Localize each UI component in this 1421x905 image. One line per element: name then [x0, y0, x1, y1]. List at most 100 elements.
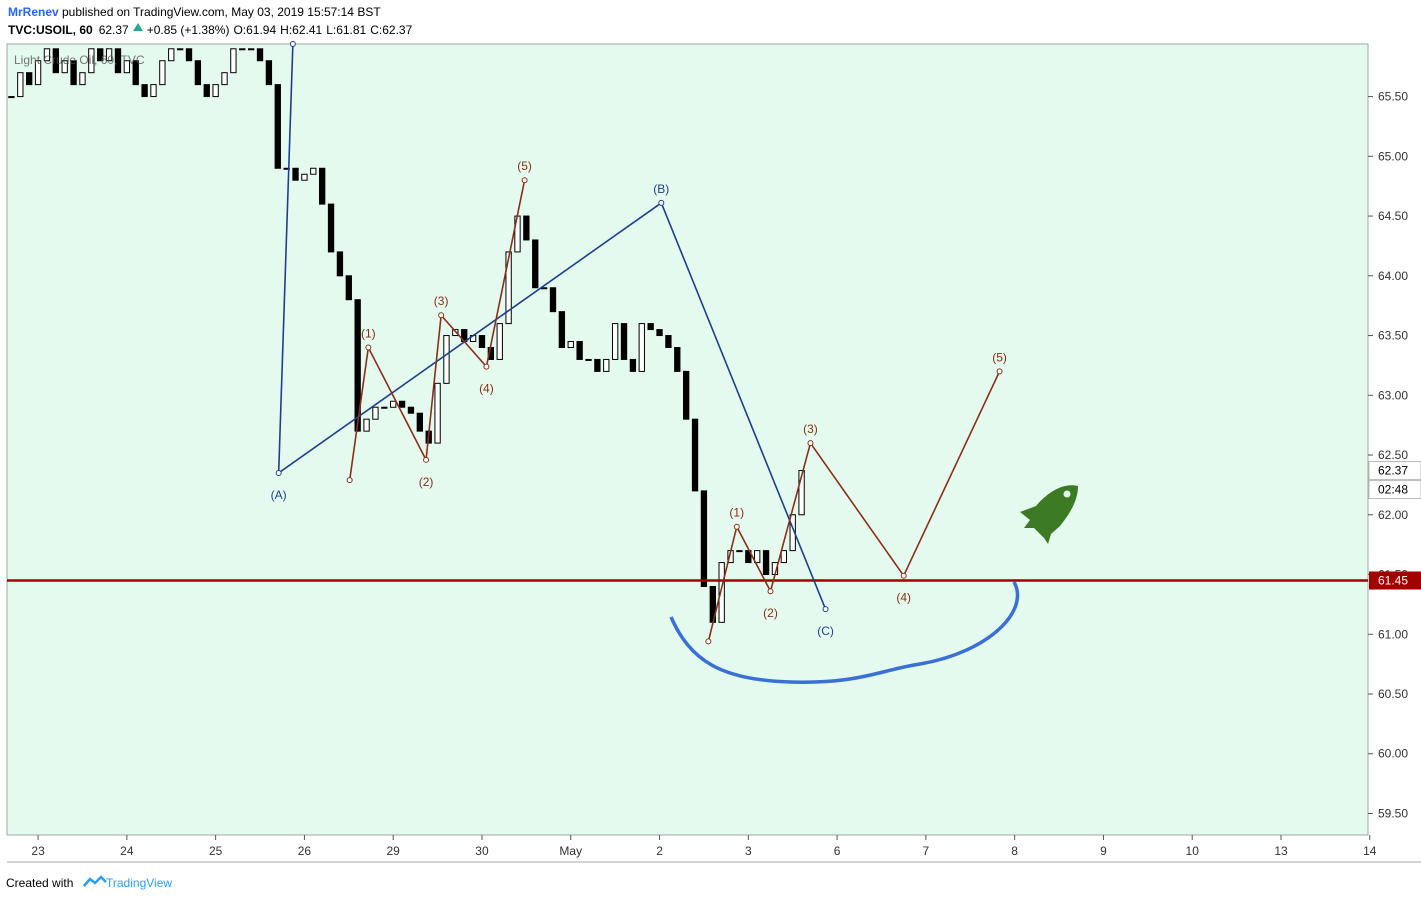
candle: [780, 550, 787, 564]
x-tick-label: 2: [656, 844, 663, 858]
y-tick-label: 62.00: [1378, 508, 1408, 522]
close: C:62.37: [370, 23, 412, 37]
wave-point: [346, 477, 353, 484]
wave-label: (1): [729, 506, 744, 520]
candle: [97, 48, 104, 62]
x-tick-label: 6: [834, 844, 841, 858]
countdown-box: [1368, 480, 1421, 500]
candle: [132, 60, 139, 86]
x-tick-label: 8: [1011, 844, 1018, 858]
wave-label: (3): [434, 294, 449, 308]
candle: [638, 323, 645, 372]
candle: [168, 48, 175, 62]
wave-label: (B): [653, 182, 669, 196]
candle: [88, 48, 95, 74]
wave-point: [900, 572, 907, 579]
candle: [603, 358, 610, 372]
candle: [203, 84, 210, 98]
candle: [745, 550, 752, 564]
candle: [532, 239, 539, 289]
candle: [79, 72, 86, 86]
candle: [594, 358, 601, 372]
candle: [274, 84, 281, 169]
candle: [754, 550, 761, 564]
wave-label: (C): [817, 624, 834, 638]
wave-point: [658, 199, 665, 206]
candle: [292, 167, 299, 181]
footer-created: Created with: [6, 876, 73, 890]
countdown: 02:48: [1378, 483, 1408, 497]
candle: [265, 60, 273, 86]
author[interactable]: MrRenev: [8, 5, 59, 19]
candle: [372, 406, 379, 420]
wave-label: (5): [992, 350, 1007, 364]
candle: [674, 346, 681, 372]
wave-point: [733, 523, 740, 530]
candle: [105, 48, 113, 62]
hand-drawn-curve: [669, 581, 1020, 684]
support-label-box: [1369, 571, 1421, 590]
candle: [611, 323, 619, 360]
candle: [390, 400, 397, 408]
y-tick-label: 63.00: [1378, 388, 1408, 402]
y-tick-label: 65.00: [1378, 149, 1408, 163]
candle: [70, 60, 77, 86]
candle: [496, 323, 503, 360]
candle: [159, 60, 166, 86]
y-tick-label: 64.50: [1378, 209, 1408, 223]
wave-point: [807, 440, 814, 447]
candle: [665, 335, 672, 348]
candle: [647, 323, 654, 331]
candle: [247, 48, 255, 51]
y-tick-label: 62.50: [1378, 448, 1408, 462]
wave-point: [289, 41, 296, 47]
candle: [478, 335, 486, 348]
last: 62.37: [99, 23, 129, 37]
x-tick-label: May: [559, 844, 582, 858]
candle: [114, 48, 122, 74]
candle: [736, 550, 743, 553]
wave-point: [996, 368, 1003, 375]
wave-point: [438, 312, 445, 319]
candle: [798, 470, 805, 516]
candle: [762, 550, 770, 576]
symbol: TVC:USOIL, 60: [8, 23, 93, 37]
candle: [620, 323, 628, 360]
candle: [239, 48, 246, 51]
candle: [700, 490, 708, 587]
candle: [629, 358, 637, 372]
wave-point: [423, 456, 430, 463]
candle: [336, 251, 344, 277]
candle: [185, 48, 193, 62]
rocket-window: [1063, 490, 1071, 498]
candle: [150, 84, 157, 98]
candle: [381, 406, 388, 409]
wave-point: [275, 469, 282, 476]
candle: [221, 72, 228, 86]
wave-point: [767, 588, 774, 595]
wave-point: [521, 177, 528, 184]
candle: [176, 48, 184, 51]
footer-brand[interactable]: TradingView: [106, 876, 172, 890]
wave-point: [365, 344, 372, 351]
x-tick-label: 7: [923, 844, 930, 858]
last-price-label: 62.37: [1378, 464, 1408, 478]
candle: [141, 84, 148, 98]
candle: [434, 382, 441, 444]
open: O:61.94: [233, 23, 276, 37]
x-tick-label: 9: [1100, 844, 1107, 858]
rocket-icon: [1020, 485, 1078, 544]
x-tick-label: 3: [745, 844, 752, 858]
candle: [212, 84, 219, 98]
y-tick-label: 60.50: [1378, 687, 1408, 701]
candle: [230, 48, 237, 74]
candle: [505, 251, 512, 325]
wave-label: (1): [361, 326, 376, 340]
up-arrow: [133, 23, 144, 31]
candle: [61, 60, 68, 74]
x-tick-label: 24: [120, 844, 134, 858]
published: published on TradingView.com, May 03, 20…: [62, 5, 381, 19]
candle: [363, 418, 370, 432]
plot-area: [6, 43, 1369, 836]
